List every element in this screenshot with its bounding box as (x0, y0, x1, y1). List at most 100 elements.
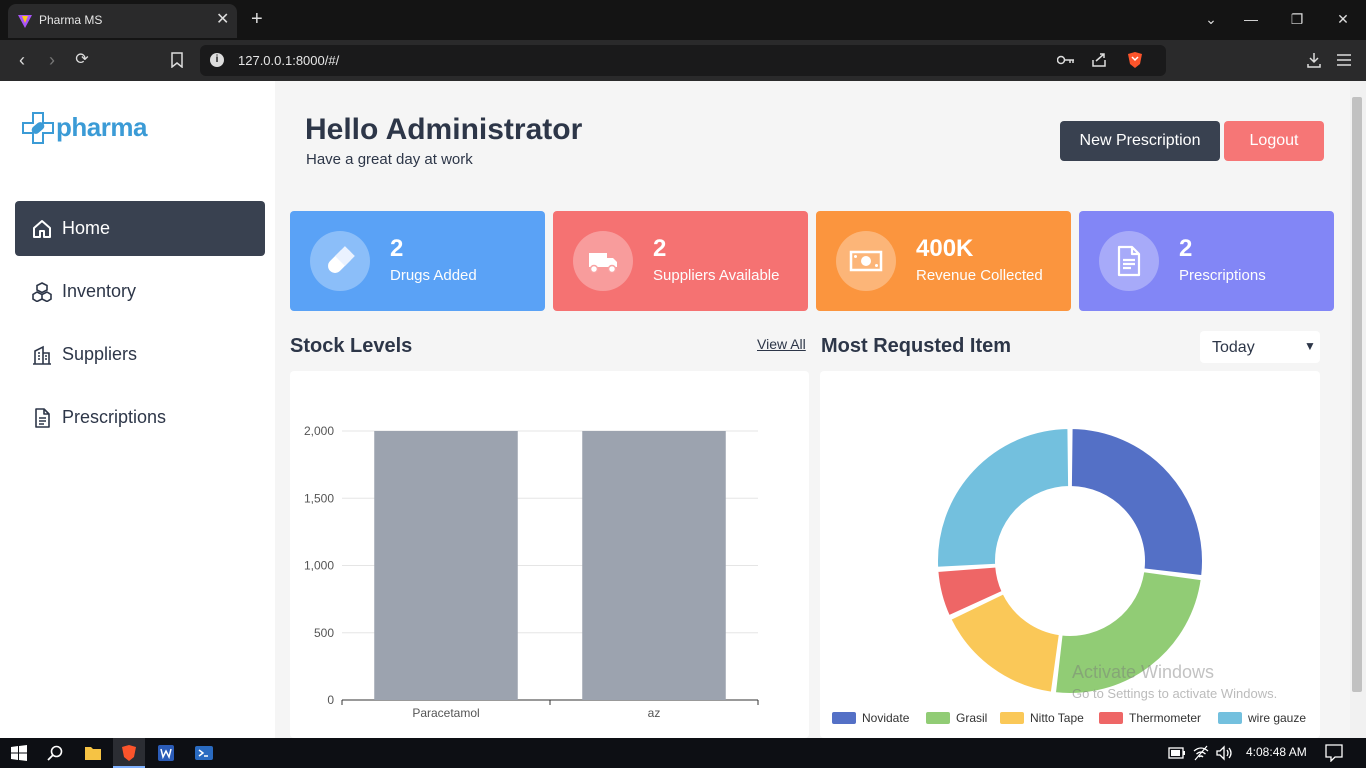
battery-icon[interactable] (1168, 747, 1186, 759)
key-icon[interactable] (1057, 54, 1075, 66)
most-requested-panel: Novidate Grasil Nitto Tape Thermometer wire … (820, 371, 1320, 738)
most-requested-title: Most Requsted Item (821, 335, 1012, 357)
stat-value: 2 (1179, 235, 1193, 262)
legend-label: wire gauze (1247, 711, 1306, 725)
legend-label: Nitto Tape (1030, 711, 1084, 725)
pie-slice (1053, 570, 1203, 695)
tab-title: Pharma MS (39, 13, 103, 27)
back-icon[interactable]: ‹ (19, 50, 25, 70)
legend-swatch (1000, 712, 1024, 724)
stat-card-drugs[interactable]: 2 Drugs Added (290, 211, 545, 311)
stock-levels-panel: 0 500 1,000 1,500 2,000 Paracetamol az (290, 371, 809, 738)
url-text: 127.0.0.1:8000/#/ (238, 53, 340, 68)
stat-card-suppliers[interactable]: 2 Suppliers Available (553, 211, 808, 311)
sidebar-item-inventory[interactable]: Inventory (15, 264, 265, 319)
sidebar-item-label: Home (62, 218, 111, 238)
legend-label: Novidate (862, 711, 910, 725)
legend-label: Grasil (956, 711, 987, 725)
file-icon (35, 408, 50, 428)
new-tab-icon[interactable]: + (251, 8, 263, 30)
legend-swatch (1218, 712, 1242, 724)
stock-levels-chart: 0 500 1,000 1,500 2,000 Paracetamol az (304, 424, 759, 720)
x-tick-label: Paracetamol (412, 706, 479, 720)
page-title: Hello Administrator (305, 113, 583, 146)
info-icon[interactable]: i (210, 53, 224, 67)
share-icon[interactable] (1091, 52, 1107, 68)
sidebar-item-suppliers[interactable]: Suppliers (15, 327, 265, 382)
page-subtitle: Have a great day at work (306, 151, 473, 168)
maximize-icon[interactable]: ❐ (1290, 11, 1304, 27)
pie-slice (936, 565, 1004, 618)
taskbar: 4:08:48 AM (0, 738, 1366, 768)
stat-caption: Revenue Collected (916, 267, 1043, 284)
taskbar-clock[interactable]: 4:08:48 AM (1246, 745, 1307, 759)
pie-slice (936, 427, 1071, 569)
forward-icon[interactable]: › (49, 50, 55, 70)
windows-start-icon[interactable] (11, 745, 27, 761)
notification-icon[interactable] (1325, 744, 1343, 762)
stat-value: 400K (916, 235, 974, 262)
logout-button[interactable]: Logout (1224, 121, 1324, 161)
powershell-icon[interactable] (195, 745, 213, 761)
stat-value: 2 (390, 235, 404, 262)
y-tick-label: 2,000 (304, 424, 334, 438)
new-prescription-button[interactable]: New Prescription (1060, 121, 1220, 161)
activation-watermark-title: Activate Windows (1072, 662, 1215, 682)
word-icon[interactable] (158, 745, 174, 761)
logo-cross-icon (22, 112, 54, 144)
vite-logo-icon (18, 15, 32, 28)
stat-card-revenue[interactable]: 400K Revenue Collected (816, 211, 1071, 311)
stat-caption: Drugs Added (390, 267, 477, 284)
logo[interactable]: pharma (22, 112, 162, 146)
y-tick-label: 1,500 (304, 491, 334, 505)
network-icon[interactable] (1193, 745, 1209, 761)
pill-icon (310, 231, 370, 291)
sidebar (0, 81, 275, 738)
window-close-icon[interactable]: ✕ (1337, 11, 1349, 27)
building-icon (33, 345, 51, 365)
legend-swatch (926, 712, 950, 724)
stock-levels-title: Stock Levels (290, 335, 413, 357)
cubes-icon (32, 282, 52, 302)
legend-label: Thermometer (1129, 711, 1201, 725)
view-all-link[interactable]: View All (757, 336, 806, 352)
pie-slice (1069, 427, 1204, 578)
stat-value: 2 (653, 235, 667, 262)
file-explorer-icon[interactable] (84, 745, 102, 761)
browser-tab[interactable]: Pharma MS ✕ (8, 4, 237, 38)
pie-slice (949, 592, 1061, 694)
stat-caption: Prescriptions (1179, 267, 1266, 284)
bar (582, 431, 726, 700)
logo-text: pharma (56, 112, 147, 142)
scrollbar-thumb[interactable] (1352, 97, 1362, 692)
minimize-icon[interactable]: — (1244, 11, 1258, 27)
sidebar-item-label: Suppliers (62, 344, 138, 364)
period-select[interactable]: Today ▼ (1200, 331, 1320, 363)
home-icon (33, 220, 51, 238)
tab-close-icon[interactable]: ✕ (216, 11, 230, 28)
download-icon[interactable] (1306, 52, 1322, 68)
sidebar-item-label: Prescriptions (62, 407, 167, 427)
brave-icon (122, 745, 136, 761)
menu-icon[interactable] (1336, 53, 1352, 67)
activation-watermark-text: Go to Settings to activate Windows. (1072, 686, 1278, 701)
volume-icon[interactable] (1216, 745, 1234, 761)
sidebar-item-prescriptions[interactable]: Prescriptions (15, 390, 265, 445)
taskbar-brave-app[interactable] (113, 738, 145, 768)
reload-icon[interactable]: ⟳ (75, 51, 89, 68)
browser-tab-bar: Pharma MS ✕ + ⌄ — ❐ ✕ (0, 0, 1366, 40)
search-icon[interactable] (47, 745, 63, 761)
y-tick-label: 500 (314, 626, 334, 640)
bar (374, 431, 518, 700)
sidebar-item-label: Inventory (62, 281, 137, 301)
tab-list-icon[interactable]: ⌄ (1205, 11, 1217, 27)
document-icon (1099, 231, 1159, 291)
period-select-value: Today (1212, 339, 1255, 356)
bookmark-icon[interactable] (170, 52, 184, 68)
sidebar-item-home[interactable]: Home (15, 201, 265, 256)
brave-shield-icon[interactable] (1127, 51, 1143, 69)
url-field[interactable]: i 127.0.0.1:8000/#/ (200, 45, 1166, 76)
legend-swatch (832, 712, 856, 724)
stat-card-prescriptions[interactable]: 2 Prescriptions (1079, 211, 1334, 311)
y-tick-label: 1,000 (304, 559, 334, 573)
